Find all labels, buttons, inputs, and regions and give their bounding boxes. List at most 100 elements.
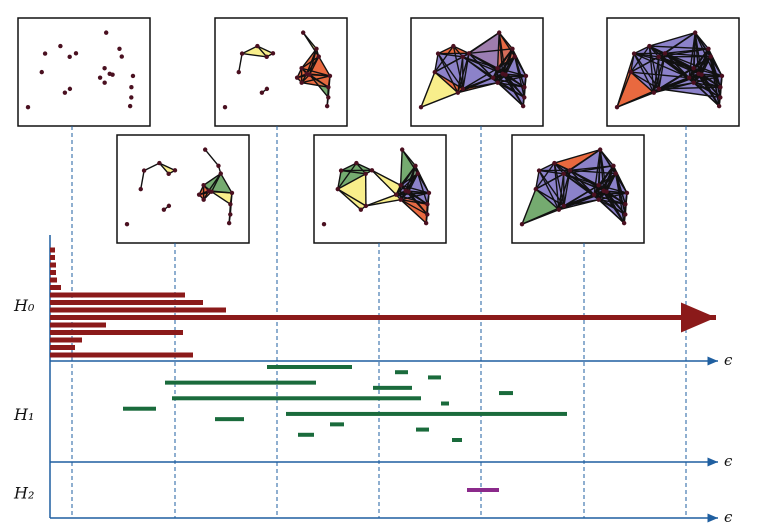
simplex (468, 32, 500, 69)
vertex (718, 85, 723, 90)
vertex (196, 192, 202, 197)
vertex (307, 72, 312, 77)
edge (538, 170, 565, 207)
edge (158, 162, 170, 175)
bar (467, 488, 499, 492)
vertex (451, 43, 456, 49)
edge (400, 173, 419, 201)
vertex (435, 51, 441, 56)
bar (50, 352, 193, 358)
edge (468, 52, 498, 69)
bar (50, 247, 55, 253)
vertex (418, 104, 424, 110)
edge (371, 169, 397, 196)
vertex (393, 192, 399, 197)
vertex (466, 51, 472, 56)
vertex (628, 69, 633, 75)
vertex (591, 192, 597, 197)
edge (453, 45, 470, 54)
vertex (119, 54, 124, 59)
edge (710, 56, 722, 88)
vertex (25, 104, 31, 110)
edge (302, 32, 320, 57)
edge (434, 53, 439, 73)
vertex (42, 51, 48, 56)
vertex (324, 103, 330, 109)
vertex (67, 86, 73, 92)
vertex (495, 80, 500, 85)
complex-panel (116, 134, 250, 244)
edge (301, 48, 318, 69)
vertex (503, 72, 508, 77)
edge (535, 170, 540, 190)
edge (241, 52, 267, 58)
vertex (519, 221, 525, 227)
simplex (371, 170, 401, 195)
edge (718, 75, 723, 107)
complex-panel (17, 17, 151, 127)
group-label: H₀ (13, 296, 35, 315)
bar (50, 270, 56, 275)
vertex (631, 51, 637, 56)
edge (538, 162, 555, 172)
vertex (264, 86, 270, 92)
vertex (691, 80, 696, 85)
vertex (512, 54, 517, 59)
edge (256, 45, 268, 58)
edge (365, 198, 401, 207)
vertex (39, 69, 44, 75)
vertex (236, 69, 241, 75)
edge (569, 169, 595, 196)
edge (535, 188, 565, 207)
bar (499, 391, 513, 396)
vertex (614, 104, 620, 110)
edge (492, 76, 525, 88)
vertex (490, 75, 496, 80)
bar (50, 345, 75, 350)
edge (569, 165, 614, 172)
bar (50, 292, 185, 298)
edge (630, 45, 650, 73)
vertex (561, 203, 567, 209)
panel-frame (17, 17, 151, 127)
edge (309, 74, 329, 88)
vertex (130, 73, 136, 79)
edge (630, 71, 690, 79)
vertex (255, 43, 260, 49)
simplex (203, 173, 221, 192)
edge (437, 53, 459, 93)
edge (615, 173, 627, 205)
bar (165, 380, 316, 385)
group-label: H₂ (13, 484, 34, 503)
vertex (299, 80, 304, 85)
vertex (300, 30, 306, 35)
edge (563, 173, 595, 196)
vertex (299, 66, 304, 71)
simplex (649, 32, 696, 54)
vertex (103, 30, 109, 35)
vertex (520, 103, 526, 109)
bar (50, 262, 56, 268)
edge (462, 81, 498, 90)
edge (462, 67, 498, 90)
edge (648, 45, 660, 58)
vertex (201, 197, 206, 202)
vertex (127, 103, 133, 109)
vertex (426, 190, 432, 196)
vertex (363, 203, 369, 209)
simplex (630, 53, 665, 73)
edge (143, 162, 160, 172)
edge (594, 192, 628, 196)
edge (318, 56, 331, 77)
edge (337, 188, 367, 207)
simplex (337, 170, 366, 190)
edge (434, 71, 459, 94)
edge (498, 32, 516, 57)
edge (365, 194, 397, 207)
vertex (621, 220, 627, 226)
edge (535, 188, 560, 211)
vertex (138, 186, 143, 192)
edge (664, 52, 711, 58)
vertex (611, 163, 616, 169)
simplex (421, 72, 458, 108)
